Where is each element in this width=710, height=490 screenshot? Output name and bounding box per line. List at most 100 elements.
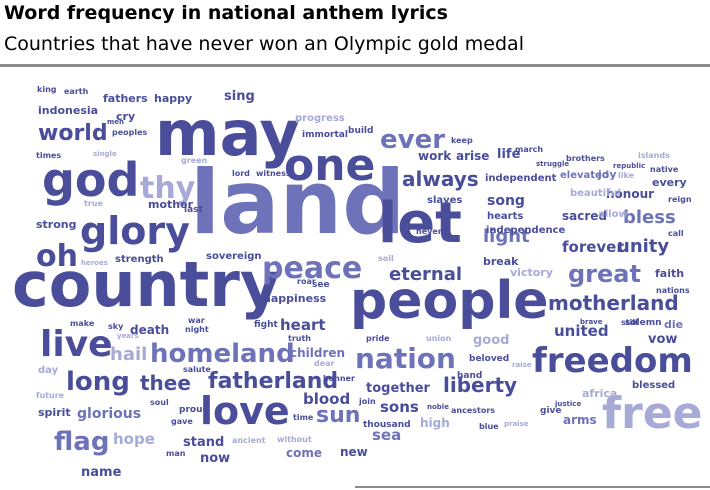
word-come: come xyxy=(286,446,322,460)
word-every: every xyxy=(652,176,687,189)
word-work: work xyxy=(418,149,452,163)
word-native: native xyxy=(650,165,679,174)
word-republic: republic xyxy=(613,162,645,170)
word-lord: lord xyxy=(232,169,250,178)
word-hearts: hearts xyxy=(487,211,523,222)
word-call: call xyxy=(668,229,684,238)
word-united: united xyxy=(554,322,609,340)
word-hand: hand xyxy=(457,371,482,381)
word-green: green xyxy=(181,156,208,165)
word-forever: forever xyxy=(562,238,624,256)
word-hail: hail xyxy=(110,344,147,365)
word-free: free xyxy=(602,388,703,439)
word-blue: blue xyxy=(479,422,499,431)
word-men: men xyxy=(107,118,124,126)
word-life: life xyxy=(497,147,521,162)
word-single: single xyxy=(93,150,117,158)
word-unity: unity xyxy=(617,236,669,257)
word-war: war xyxy=(188,316,205,325)
word-mother: mother xyxy=(148,198,194,211)
word-day: day xyxy=(38,365,59,376)
word-peace: peace xyxy=(262,251,362,286)
word-allow: allow xyxy=(598,209,628,220)
word-make: make xyxy=(70,319,95,328)
word-country: country xyxy=(12,248,280,321)
word-true: true xyxy=(84,199,103,208)
chart-title: Word frequency in national anthem lyrics xyxy=(4,2,448,24)
word-king: king xyxy=(37,85,57,94)
word-fatherland: fatherland xyxy=(208,369,338,394)
word-bless: bless xyxy=(623,207,676,228)
word-honour: honour xyxy=(606,187,654,201)
word-ancestors: ancestors xyxy=(451,406,495,415)
word-hope: hope xyxy=(113,430,155,448)
word-freedom: freedom xyxy=(532,341,693,381)
word-always: always xyxy=(402,167,479,191)
word-time: time xyxy=(293,413,314,422)
word-sun: sun xyxy=(316,403,360,428)
word-spirit: spirit xyxy=(38,406,71,419)
word-stand: stand xyxy=(183,435,224,450)
word-great: great xyxy=(568,260,641,288)
word-let: let xyxy=(378,191,462,256)
word-sing: sing xyxy=(224,89,255,104)
word-times: times xyxy=(36,151,61,160)
word-see: see xyxy=(312,280,330,290)
word-never: never xyxy=(416,227,442,236)
word-glorious: glorious xyxy=(77,406,141,422)
chart-subtitle: Countries that have never won an Olympic… xyxy=(4,33,524,55)
word-break: break xyxy=(483,255,519,268)
word-nation: nation xyxy=(355,342,456,375)
word-land: land xyxy=(190,151,405,254)
word-sea: sea xyxy=(372,426,401,444)
word-independent: independent xyxy=(485,173,557,184)
word-give: give xyxy=(540,406,562,416)
word-truth: truth xyxy=(288,334,311,343)
word-may: may xyxy=(155,97,300,170)
word-independence: independence xyxy=(486,225,566,236)
word-sky: sky xyxy=(108,322,124,331)
word-happy: happy xyxy=(154,92,192,105)
word-together: together xyxy=(366,381,431,396)
word-good: good xyxy=(473,333,509,348)
word-death: death xyxy=(130,323,169,337)
word-motherland: motherland xyxy=(548,291,679,315)
word-joy: joy xyxy=(597,168,617,181)
word-oh: oh xyxy=(36,239,78,274)
word-blessed: blessed xyxy=(632,380,675,391)
word-elevated: elevated xyxy=(560,170,609,181)
word-die: die xyxy=(664,318,683,331)
word-arise: arise xyxy=(456,149,489,163)
word-progress: progress xyxy=(295,113,345,124)
word-struggle: struggle xyxy=(536,160,569,168)
word-islands: islands xyxy=(638,151,670,160)
word-salute: salute xyxy=(183,365,211,374)
word-beloved: beloved xyxy=(469,354,509,364)
word-now: now xyxy=(200,451,230,466)
word-strong: strong xyxy=(36,218,77,231)
word-arms: arms xyxy=(563,413,597,427)
word-glory: glory xyxy=(80,209,190,253)
word-thee: thee xyxy=(140,371,191,395)
word-join: join xyxy=(358,397,376,406)
word-homeland: homeland xyxy=(150,339,295,369)
word-song: song xyxy=(487,193,525,209)
word-heroes: heroes xyxy=(81,259,108,267)
word-pride: pride xyxy=(366,334,390,343)
word-soul: soul xyxy=(150,398,169,407)
word-sons: sons xyxy=(380,398,419,416)
word-thousand: thousand xyxy=(363,420,411,430)
word-beautiful: beautiful xyxy=(570,188,621,199)
word-sovereign: sovereign xyxy=(206,251,262,262)
word-love: love xyxy=(200,389,290,433)
word-night: night xyxy=(185,325,209,334)
top-rule xyxy=(0,64,710,67)
word-praise: praise xyxy=(504,420,529,428)
word-union: union xyxy=(426,334,452,343)
word-heart: heart xyxy=(280,316,326,334)
word-without: without xyxy=(277,435,312,444)
word-one: one xyxy=(284,140,375,191)
word-earth: earth xyxy=(64,87,89,96)
word-long: long xyxy=(66,367,130,397)
word-ever: ever xyxy=(380,125,445,155)
